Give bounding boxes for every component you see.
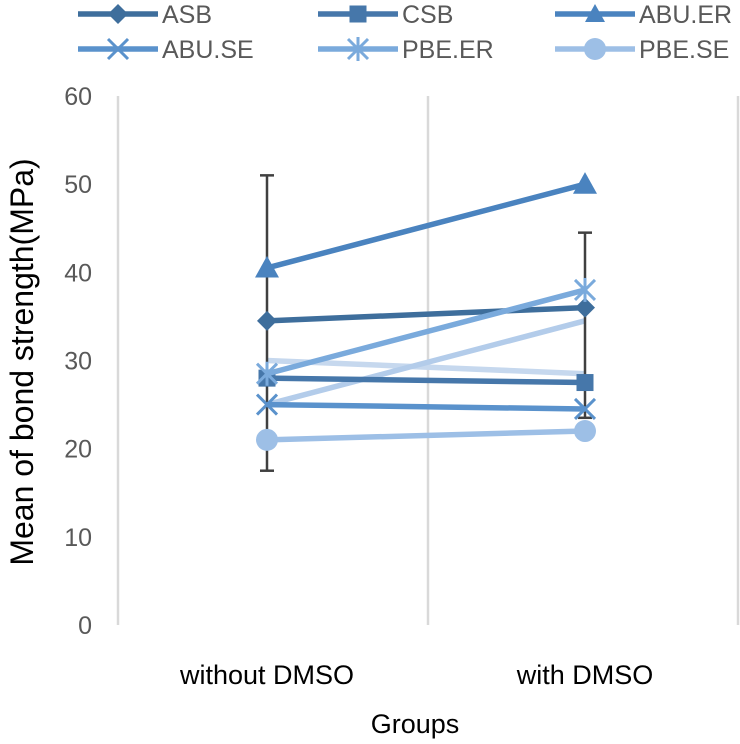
legend-label-abu-er: ABU.ER xyxy=(639,1,732,29)
series-asb xyxy=(257,174,595,472)
line-csb xyxy=(266,375,586,386)
series-abu-se xyxy=(255,393,597,421)
y-tick-labels: 0 10 20 30 40 50 60 xyxy=(64,83,92,640)
point-asb-1 xyxy=(575,297,595,318)
x-category-label-1: with DMSO xyxy=(516,660,654,690)
line-extra-6 xyxy=(266,357,586,377)
point-abu-se-0 xyxy=(255,393,279,416)
line-pbe-er xyxy=(266,287,586,377)
point-abu-er-0 xyxy=(255,255,279,278)
legend-label-csb: CSB xyxy=(402,1,453,29)
point-abu-se-0-stroke-b xyxy=(255,393,279,416)
line-extra-7 xyxy=(266,318,586,408)
point-abu-se-1 xyxy=(573,397,597,421)
y-axis-title: Mean of bond strength(MPa) xyxy=(4,158,40,565)
legend-label-pbe-er: PBE.ER xyxy=(402,36,494,64)
series-extra-7 xyxy=(266,318,586,408)
point-pbe-er-1 xyxy=(573,277,597,302)
line-abu-se xyxy=(266,401,586,412)
y-tick-label-0: 0 xyxy=(78,612,92,640)
line-pbe-se xyxy=(266,428,586,443)
legend-marker-pbe-er xyxy=(346,37,370,61)
y-tick-label-50: 50 xyxy=(64,171,92,199)
legend-marker-csb xyxy=(349,5,367,23)
y-tick-label-10: 10 xyxy=(64,524,92,552)
x-category-label-0: without DMSO xyxy=(179,660,354,690)
y-tick-label-30: 30 xyxy=(64,348,92,376)
legend-item-asb: ASB xyxy=(78,1,212,29)
legend-item-pbe-se: PBE.SE xyxy=(555,36,729,64)
series-layer xyxy=(255,172,597,472)
series-extra-6 xyxy=(266,357,586,377)
line-asb xyxy=(266,304,586,324)
legend-item-csb: CSB xyxy=(318,1,453,29)
y-tick-label-60: 60 xyxy=(64,83,92,111)
point-pbe-se-0 xyxy=(256,428,278,451)
y-tick-label-20: 20 xyxy=(64,436,92,464)
legend-marker-abu-se-stroke-b xyxy=(106,37,130,61)
legend-marker-abu-se xyxy=(106,37,130,61)
series-pbe-se xyxy=(256,420,596,451)
x-axis-title: Groups xyxy=(371,709,460,739)
point-abu-se-1-stroke-b xyxy=(573,397,597,421)
legend-label-asb: ASB xyxy=(162,1,212,29)
point-csb-1 xyxy=(576,374,594,392)
legend-label-pbe-se: PBE.SE xyxy=(639,36,729,64)
series-pbe-er xyxy=(255,277,597,386)
point-pbe-er-0 xyxy=(255,361,279,386)
legend-marker-abu-er xyxy=(585,4,605,22)
point-abu-er-1 xyxy=(573,172,597,194)
x-category-labels: without DMSO with DMSO xyxy=(179,660,653,690)
point-pbe-se-1 xyxy=(574,420,596,443)
legend-item-abu-se: ABU.SE xyxy=(78,36,254,64)
legend-marker-pbe-se xyxy=(584,38,606,60)
legend-marker-asb xyxy=(108,4,128,24)
line-abu-er xyxy=(266,181,586,271)
point-asb-0 xyxy=(257,310,277,331)
legend: ASB CSB ABU.ER ABU.SE PBE.ER PBE.SE xyxy=(78,1,732,64)
legend-label-abu-se: ABU.SE xyxy=(162,36,254,64)
series-abu-er xyxy=(255,172,597,278)
y-tick-label-40: 40 xyxy=(64,259,92,287)
legend-item-abu-er: ABU.ER xyxy=(555,1,732,29)
legend-item-pbe-er: PBE.ER xyxy=(318,36,494,64)
